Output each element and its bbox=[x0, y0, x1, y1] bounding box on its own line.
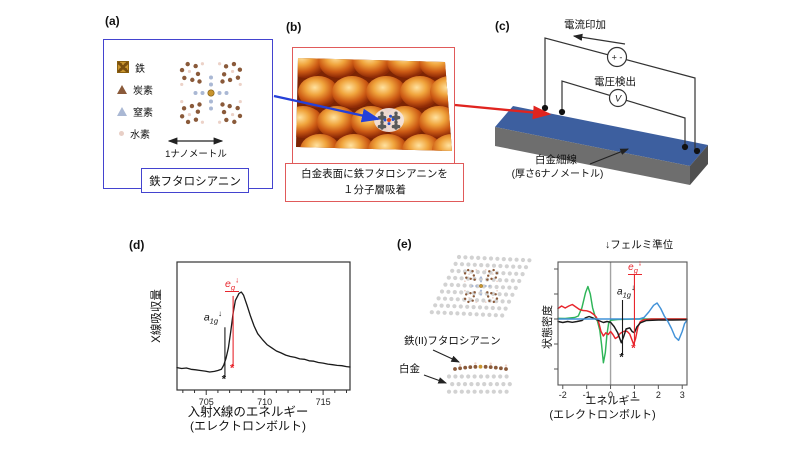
panel-b-box bbox=[292, 47, 455, 164]
wire-label-line2: (厚さ6ナノメートル) bbox=[511, 169, 604, 180]
d-x-axis-label-line1: 入射X線のエネルギー bbox=[187, 405, 309, 419]
d-x-axis-label-line2: (エレクトロンボルト) bbox=[190, 419, 306, 433]
svg-text:+ -: + - bbox=[612, 53, 623, 63]
legend-item-iron: 鉄 bbox=[117, 60, 153, 75]
contact-dots bbox=[541, 104, 701, 155]
molecule-on-lattice bbox=[463, 268, 499, 304]
current-apply-label: 電流印加 bbox=[564, 19, 606, 31]
panel-e-tag: (e) bbox=[397, 237, 412, 251]
platinum-lattice-topview bbox=[429, 254, 532, 318]
a1g-annotation-label-e: a1g↓ bbox=[617, 283, 635, 300]
legend-label: 炭素 bbox=[133, 85, 153, 97]
e-x-axis-label-line1: エネルギー bbox=[585, 395, 641, 407]
panel-d-tag: (d) bbox=[129, 238, 145, 252]
panel-b-caption: 白金表面に鉄フタロシアニンを １分子層吸着 bbox=[285, 163, 464, 202]
dos-chart: -2 -1 0 1 2 3** bbox=[554, 261, 688, 400]
svg-text:*: * bbox=[631, 343, 636, 355]
legend-label: 窒素 bbox=[133, 107, 153, 119]
e-y-axis-label: 状態密度 bbox=[542, 305, 554, 349]
panel-a-caption: 鉄フタロシアニン bbox=[141, 168, 249, 193]
arrow-b-to-c bbox=[454, 103, 552, 120]
current-source-symbol: + - bbox=[606, 46, 628, 68]
xas-spectrum-chart: 705 710 715** bbox=[176, 261, 351, 407]
scale-bar-label: 1ナノメートル bbox=[165, 149, 227, 160]
legend-item-hydrogen: 水素 bbox=[117, 126, 153, 141]
platinum-label: 白金 bbox=[399, 363, 420, 375]
legend-label: 鉄 bbox=[135, 63, 145, 75]
circuit-wires bbox=[544, 33, 696, 150]
fepc-label: 鉄(II)フタロシアニン bbox=[404, 335, 501, 347]
eg-annotation-label-e: eg↓ bbox=[628, 259, 642, 276]
panel-a-tag: (a) bbox=[105, 14, 120, 28]
voltage-detect-label: 電圧検出 bbox=[594, 76, 636, 88]
legend-label: 水素 bbox=[130, 129, 150, 141]
a1g-annotation-label-d: a1g↓ bbox=[203, 309, 222, 326]
current-direction-arrow bbox=[572, 33, 626, 45]
svg-text:*: * bbox=[230, 362, 235, 374]
svg-text:*: * bbox=[619, 352, 624, 364]
panel-b-tag: (b) bbox=[286, 20, 302, 34]
molecule-on-platinum-sideview bbox=[446, 362, 512, 394]
e-x-axis-label-line2: (エレクトロンボルト) bbox=[549, 409, 656, 421]
panel-c-tag: (c) bbox=[495, 19, 510, 33]
molecule-label-arrow bbox=[432, 349, 460, 363]
atom-legend: 鉄 炭素 窒素 水素 bbox=[117, 60, 153, 141]
nitrogen-icon bbox=[117, 106, 127, 116]
hydrogen-icon bbox=[119, 130, 124, 136]
platinum-label-arrow bbox=[423, 374, 448, 384]
svg-text:*: * bbox=[222, 373, 227, 385]
d-y-axis-label: X線吸収量 bbox=[151, 289, 163, 343]
carbon-icon bbox=[117, 84, 127, 94]
voltmeter-symbol: V bbox=[608, 88, 628, 108]
caption-line2: １分子層吸着 bbox=[343, 183, 406, 196]
fermi-level-label: ↓フェルミ準位 bbox=[605, 239, 674, 251]
svg-text:V: V bbox=[615, 94, 623, 105]
legend-item-nitrogen: 窒素 bbox=[117, 104, 153, 119]
svg-text:3: 3 bbox=[680, 390, 685, 400]
eg-annotation-label-d: eg↓ bbox=[225, 275, 240, 292]
caption-line1: 白金表面に鉄フタロシアニンを bbox=[301, 168, 448, 181]
legend-item-carbon: 炭素 bbox=[117, 82, 153, 97]
iron-icon bbox=[117, 61, 129, 73]
